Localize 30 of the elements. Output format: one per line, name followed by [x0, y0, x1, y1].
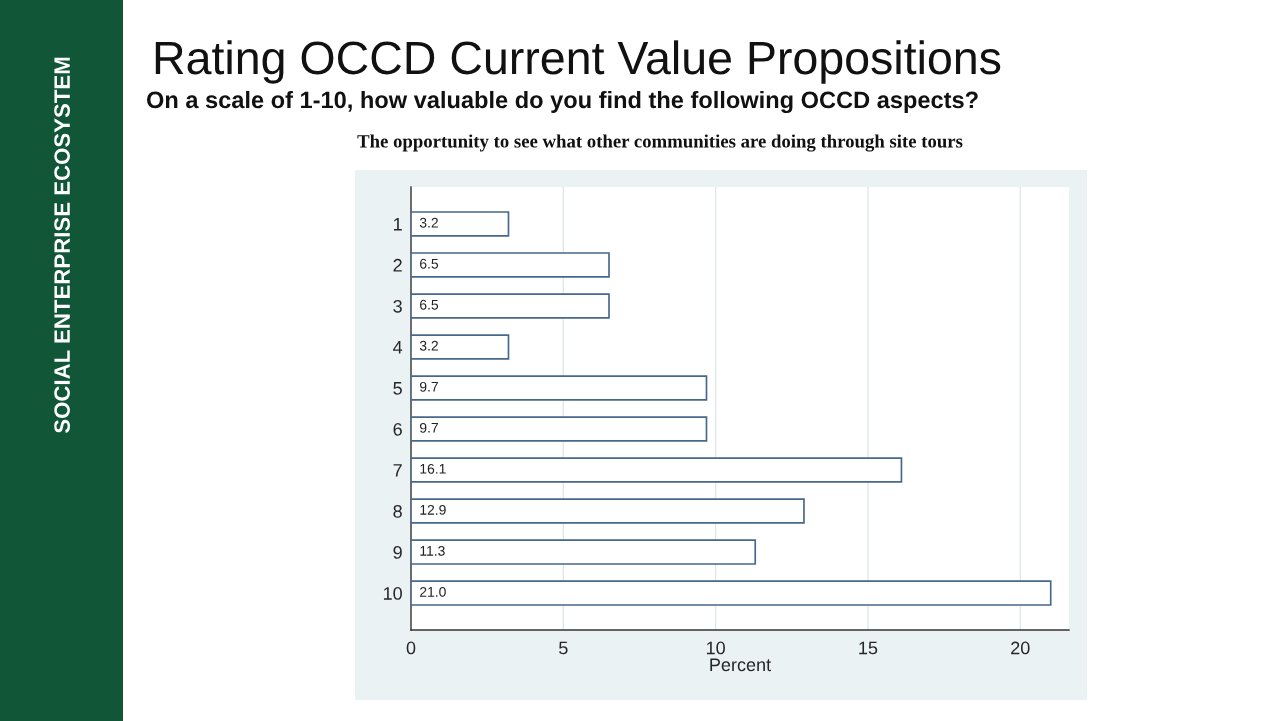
y-tick-label: 5 — [393, 382, 402, 395]
data-label: 11.3 — [420, 545, 445, 556]
data-label: 12.9 — [420, 504, 446, 515]
y-tick-label: 8 — [393, 504, 402, 518]
data-label: 3.2 — [419, 340, 438, 351]
x-tick-label: 15 — [859, 641, 878, 655]
data-label: 9.7 — [419, 381, 438, 392]
data-label: 6.5 — [420, 258, 439, 269]
x-axis-title: Percent — [710, 658, 771, 672]
chart-title: Rating OCCD Current Value Propositions — [155, 40, 1001, 84]
data-label: 21.0 — [420, 586, 446, 597]
y-tick-label: 1 — [394, 218, 402, 231]
y-tick-label: 4 — [393, 341, 403, 354]
text: The opportunity to see what other communities are doing through site tours — [357, 134, 963, 152]
x-tick-label: 20 — [1011, 641, 1030, 655]
data-label: 9.7 — [419, 422, 438, 433]
text: SOCIAL ENTERPRISE ECOSYSTEM — [54, 57, 70, 434]
y-tick-label: 7 — [393, 464, 402, 477]
x-tick-label: 5 — [559, 641, 568, 655]
data-label: 6.5 — [420, 299, 439, 310]
data-label: 3.2 — [419, 217, 438, 228]
data-label: 16.1 — [420, 463, 446, 474]
y-tick-label: 3 — [393, 299, 402, 313]
x-tick-label: 10 — [706, 641, 725, 655]
y-tick-label: 10 — [383, 587, 402, 600]
y-tick-label: 9 — [393, 546, 402, 559]
y-tick-label: 2 — [393, 258, 402, 272]
y-tick-label: 6 — [393, 422, 402, 436]
x-tick-label: 0 — [406, 641, 416, 655]
chart-subtitle: On a scale of 1-10, how valuable do you find the following OCCD aspects? — [146, 90, 978, 114]
